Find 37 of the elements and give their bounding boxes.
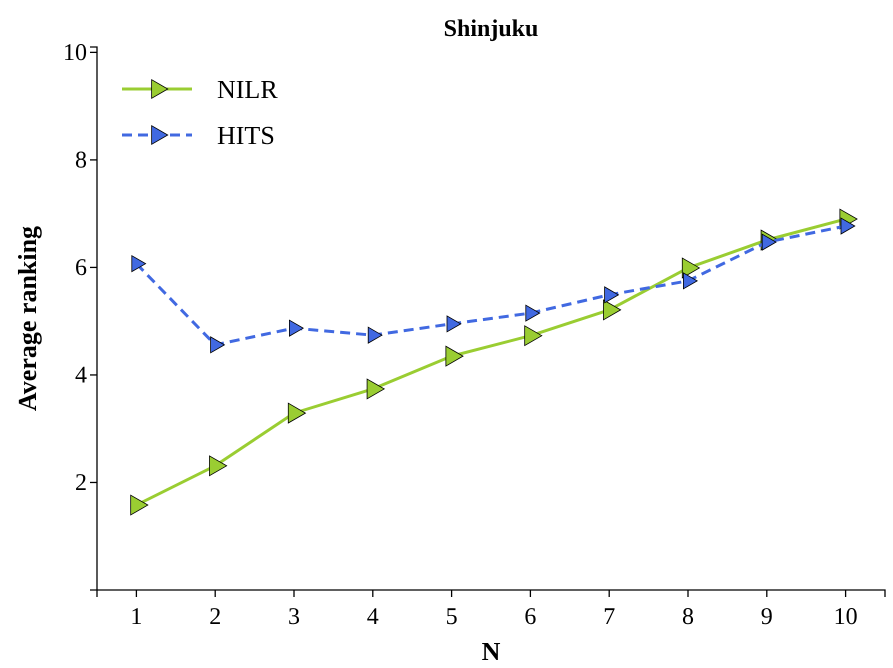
point — [210, 336, 225, 354]
point — [603, 300, 622, 320]
x-tick-label: 10 — [834, 604, 858, 630]
x-tick-label: 4 — [366, 604, 379, 630]
legend-label: HITS — [217, 121, 275, 150]
point — [289, 320, 304, 337]
x-tick-label: 6 — [524, 604, 536, 630]
point — [446, 316, 462, 332]
x-tick-label: 8 — [682, 604, 694, 630]
x-tick-label: 3 — [288, 604, 300, 630]
y-tick-label: 8 — [75, 148, 87, 174]
point — [525, 304, 540, 322]
y-tick-label: 6 — [75, 255, 87, 282]
y-axis-title: Average ranking — [13, 226, 42, 412]
y-tick-label: 10 — [63, 40, 87, 66]
point — [368, 326, 382, 344]
x-tick-label: 9 — [760, 604, 773, 630]
x-tick-label: 5 — [446, 604, 458, 630]
point — [762, 234, 776, 251]
point — [366, 378, 385, 400]
point — [604, 286, 619, 304]
x-tick-label: 7 — [603, 604, 616, 630]
x-axis-title: N — [482, 637, 501, 666]
point — [683, 272, 698, 290]
y-tick-label: 4 — [75, 362, 87, 389]
y-tick-label: 2 — [75, 470, 87, 496]
point — [130, 494, 148, 516]
chart-title: Shinjuku — [444, 16, 538, 42]
x-tick-label: 1 — [130, 604, 142, 630]
point — [131, 255, 146, 272]
x-tick-label: 2 — [209, 604, 222, 630]
point — [682, 258, 700, 278]
point — [209, 456, 228, 476]
point — [288, 402, 306, 424]
point — [445, 346, 464, 366]
point — [524, 325, 542, 346]
legend-label: NILR — [217, 75, 278, 104]
